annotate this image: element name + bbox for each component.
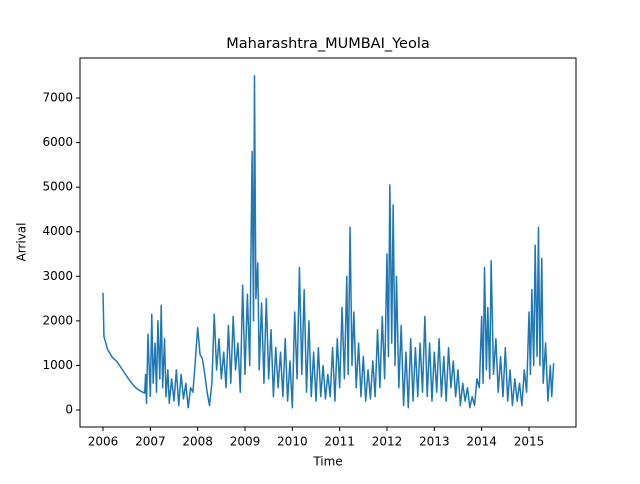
x-tick-label: 2013: [419, 435, 450, 449]
x-axis-label: Time: [312, 455, 342, 469]
y-tick-label: 2000: [42, 313, 73, 327]
x-tick-label: 2007: [135, 435, 166, 449]
plot-frame: [79, 57, 577, 428]
x-tick-label: 2012: [372, 435, 403, 449]
x-tick-label: 2014: [466, 435, 497, 449]
x-tick-label: 2011: [324, 435, 355, 449]
y-axis-label: Arrival: [15, 223, 29, 262]
y-tick-label: 7000: [42, 91, 73, 105]
y-tick-label: 4000: [42, 224, 73, 238]
data-line: [102, 74, 555, 409]
y-tick-label: 0: [65, 403, 73, 417]
x-tick-label: 2006: [88, 435, 119, 449]
y-tick-label: 5000: [42, 180, 73, 194]
x-tick-label: 2010: [277, 435, 308, 449]
x-tick-label: 2008: [182, 435, 213, 449]
x-tick-label: 2009: [230, 435, 261, 449]
y-tick-label: 1000: [42, 358, 73, 372]
y-tick-label: 6000: [42, 135, 73, 149]
y-tick-label: 3000: [42, 269, 73, 283]
x-tick-label: 2015: [514, 435, 545, 449]
chart-title: Maharashtra_MUMBAI_Yeola: [226, 36, 430, 52]
